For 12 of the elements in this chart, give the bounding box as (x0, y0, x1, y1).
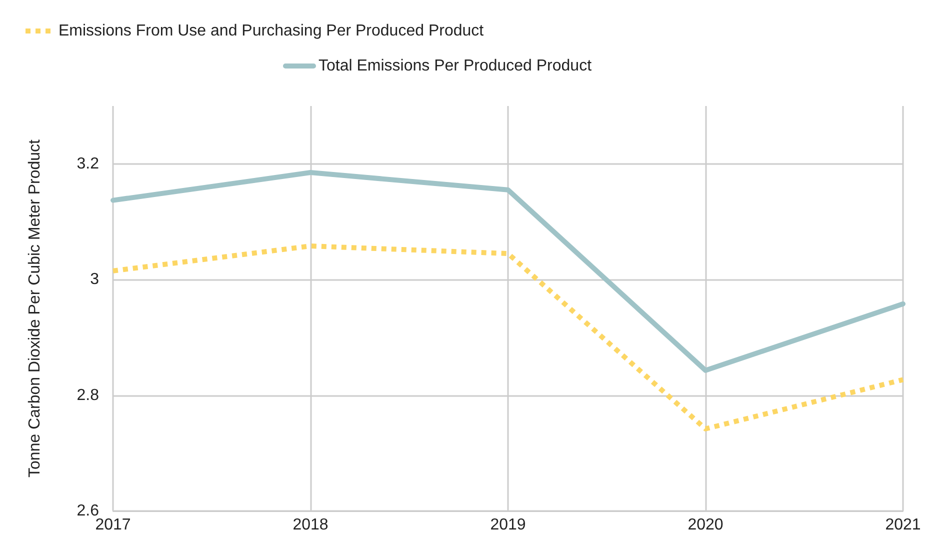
y-tick-label: 2.6 (76, 502, 100, 520)
y-tick-label: 3.2 (76, 155, 100, 172)
x-tick-label: 2018 (292, 516, 328, 534)
y-tick-label: 3 (90, 271, 100, 288)
x-tick-label: 2017 (95, 516, 131, 534)
legend-label: Emissions From Use and Purchasing Per Produced Product (58, 22, 484, 40)
y-tick-label: 2.8 (76, 386, 100, 404)
x-tick-label: 2019 (490, 516, 526, 534)
legend-label: Total Emissions Per Produced Product (318, 58, 592, 74)
x-tick-label: 2020 (688, 516, 724, 534)
y-axis-title: Tonne Carbon Dioxide Per Cubic Meter Product (26, 138, 44, 478)
x-tick-label: 2021 (885, 516, 921, 534)
